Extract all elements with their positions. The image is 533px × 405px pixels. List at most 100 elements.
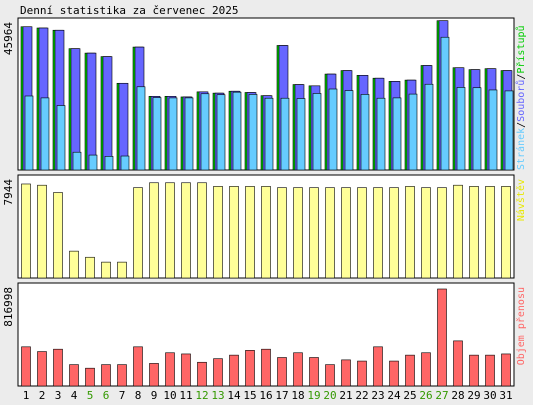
- pages-bar-day-3: [56, 105, 66, 171]
- visits-bar-day-26: [421, 187, 431, 279]
- visits-bar-day-28: [453, 184, 463, 279]
- kbytes-bar-day-30: [485, 354, 495, 387]
- pages-bar-day-20: [328, 88, 338, 171]
- kbytes-bar-day-22: [357, 360, 367, 387]
- pages-bar-day-10: [168, 97, 178, 171]
- kbytes-bar-day-9: [149, 363, 159, 387]
- kbytes-bar-day-25: [405, 354, 415, 387]
- visits-bar-day-6: [101, 261, 111, 279]
- pages-bar-day-14: [232, 91, 242, 171]
- y-max-label-kbytes: 816998: [2, 287, 15, 327]
- pages-bar-day-18: [296, 98, 306, 171]
- x-tick-label-day-19: 19: [307, 389, 320, 402]
- kbytes-bar-day-15: [245, 350, 255, 387]
- visits-bar-day-24: [389, 187, 399, 279]
- kbytes-bar-day-7: [117, 364, 127, 387]
- visits-bar-day-29: [469, 186, 479, 279]
- pages-bar-day-13: [216, 94, 226, 171]
- visits-bar-day-1: [21, 183, 31, 279]
- visits-bar-day-3: [53, 192, 63, 279]
- x-tick-label-day-7: 7: [119, 389, 126, 402]
- pages-bar-day-1: [24, 95, 34, 171]
- x-tick-label-day-2: 2: [39, 389, 46, 402]
- pages-bar-day-19: [312, 93, 322, 171]
- visits-bar-day-21: [341, 187, 351, 279]
- visits-bar-day-4: [69, 250, 79, 279]
- legend-hits: Přístupů: [515, 25, 527, 73]
- legend-visits: Návštěv: [515, 179, 527, 221]
- y-max-label-hits: 45964: [2, 22, 15, 55]
- x-tick-label-day-23: 23: [371, 389, 384, 402]
- kbytes-bar-day-14: [229, 354, 239, 387]
- x-tick-label-day-17: 17: [275, 389, 288, 402]
- kbytes-bar-day-27: [437, 288, 447, 387]
- chart-layer: 459647944816998Stránek/Souborů/PřístupůN…: [2, 17, 527, 402]
- x-tick-label-day-31: 31: [499, 389, 512, 402]
- x-tick-label-day-9: 9: [151, 389, 158, 402]
- x-tick-label-day-15: 15: [243, 389, 256, 402]
- x-tick-label-day-21: 21: [339, 389, 352, 402]
- x-tick-label-day-28: 28: [451, 389, 464, 402]
- x-tick-label-day-29: 29: [467, 389, 480, 402]
- pages-bar-day-26: [424, 83, 434, 171]
- pages-bar-day-11: [184, 97, 194, 171]
- legend-top: Stránek/Souborů/Přístupů: [515, 25, 527, 170]
- kbytes-bar-day-21: [341, 359, 351, 387]
- visits-bar-day-25: [405, 186, 415, 279]
- pages-bar-day-7: [120, 155, 130, 171]
- visits-bar-day-5: [85, 256, 95, 279]
- files-bar-day-6: [102, 56, 113, 171]
- pages-bar-day-23: [376, 97, 386, 171]
- visits-bar-day-8: [133, 187, 143, 279]
- legend-pages: Stránek: [515, 128, 527, 170]
- legend-sep-2: /: [516, 74, 527, 80]
- kbytes-bar-day-26: [421, 352, 431, 387]
- visits-bar-day-22: [357, 187, 367, 279]
- visits-bar-day-7: [117, 261, 127, 279]
- visits-bar-day-27: [437, 187, 447, 279]
- pages-bar-day-25: [408, 93, 418, 171]
- visits-bar-day-13: [213, 186, 223, 279]
- x-tick-label-day-4: 4: [71, 389, 78, 402]
- x-tick-label-day-26: 26: [419, 389, 432, 402]
- visits-bar-day-17: [277, 187, 287, 279]
- kbytes-bar-day-24: [389, 360, 399, 387]
- kbytes-bar-day-8: [133, 346, 143, 387]
- kbytes-bar-day-5: [85, 367, 95, 387]
- x-tick-label-day-24: 24: [387, 389, 401, 402]
- visits-bar-day-11: [181, 182, 191, 279]
- x-tick-label-day-16: 16: [259, 389, 272, 402]
- files-bar-day-5: [86, 52, 97, 171]
- kbytes-bar-day-6: [101, 364, 111, 387]
- pages-bar-day-9: [152, 97, 162, 171]
- pages-bar-day-21: [344, 90, 354, 171]
- visits-bar-day-31: [501, 186, 511, 279]
- visits-bar-day-30: [485, 186, 495, 279]
- kbytes-bar-day-3: [53, 348, 63, 387]
- pages-bar-day-29: [472, 87, 482, 171]
- pages-bar-day-30: [488, 89, 498, 171]
- x-tick-label-day-30: 30: [483, 389, 496, 402]
- x-tick-label-day-12: 12: [195, 389, 208, 402]
- kbytes-bar-day-2: [37, 351, 47, 387]
- pages-bar-day-15: [248, 94, 258, 171]
- x-tick-label-day-25: 25: [403, 389, 416, 402]
- pages-bar-day-31: [504, 90, 514, 171]
- kbytes-bar-day-29: [469, 354, 479, 387]
- pages-bar-day-22: [360, 94, 370, 171]
- kbytes-bar-day-17: [277, 357, 287, 387]
- x-tick-label-day-22: 22: [355, 389, 368, 402]
- legend-kbytes: Objem přenosu: [515, 287, 527, 365]
- visits-bar-day-18: [293, 187, 303, 279]
- visits-bar-day-2: [37, 184, 47, 279]
- x-tick-label-day-5: 5: [87, 389, 94, 402]
- x-tick-label-day-1: 1: [23, 389, 30, 402]
- pages-bar-day-28: [456, 87, 466, 171]
- pages-bar-day-5: [88, 154, 98, 171]
- pages-bar-day-8: [136, 86, 146, 171]
- x-tick-label-day-8: 8: [135, 389, 142, 402]
- visits-bar-day-16: [261, 186, 271, 279]
- kbytes-bar-day-23: [373, 346, 383, 387]
- chart-title: Denní statistika za červenec 2025: [20, 4, 239, 17]
